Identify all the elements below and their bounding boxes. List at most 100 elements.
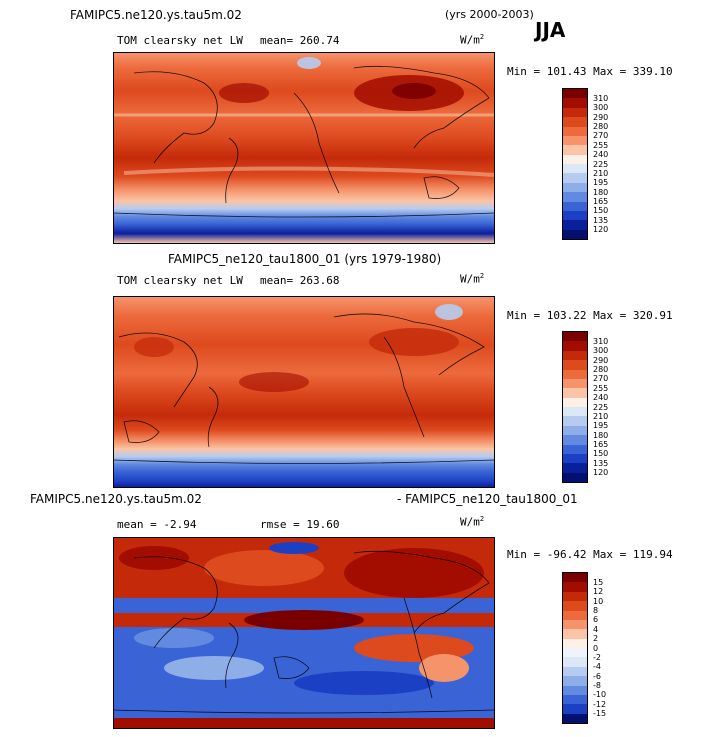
colorbar-level-label: 280 bbox=[593, 365, 609, 374]
panel3-rmse: rmse = 19.60 bbox=[260, 518, 340, 531]
panel1-map-svg bbox=[114, 53, 494, 243]
colorbar-level-label: -8 bbox=[593, 681, 601, 690]
colorbar-swatch bbox=[563, 210, 587, 221]
panel3-mean: mean = -2.94 bbox=[117, 518, 197, 531]
colorbar-swatch bbox=[563, 638, 587, 648]
colorbar-level-label: 210 bbox=[593, 168, 609, 178]
colorbar-level-label: 300 bbox=[593, 103, 609, 113]
colorbar-swatch bbox=[563, 416, 587, 426]
colorbar-level-label: -15 bbox=[593, 709, 607, 719]
colorbar-level-label: 225 bbox=[593, 159, 609, 169]
colorbar-swatch bbox=[563, 126, 587, 136]
colorbar-level-label: 15 bbox=[593, 577, 604, 587]
panel3-colorbar: 15 12 10 8 6 4 2 0 -2 -4 -6 -8 -10 -12 -15 bbox=[562, 572, 606, 724]
panel3-units: W/m2 bbox=[460, 515, 485, 529]
colorbar-level-label: 180 bbox=[593, 430, 609, 440]
panel1-mean: mean= 260.74 bbox=[260, 34, 340, 47]
colorbar-level-label: 300 bbox=[593, 346, 609, 356]
panel3-minmax: Min = -96.42 Max = 119.94 bbox=[507, 548, 673, 561]
colorbar-swatch bbox=[563, 601, 587, 611]
colorbar-level-label: 310 bbox=[593, 336, 609, 346]
colorbar-level-label: 120 bbox=[593, 468, 609, 478]
colorbar-swatch bbox=[563, 145, 587, 155]
panel2-map-svg bbox=[114, 297, 494, 487]
colorbar-swatch bbox=[563, 89, 587, 99]
panel3-map bbox=[113, 537, 495, 729]
panel1-minmax: Min = 101.43 Max = 339.10 bbox=[507, 65, 673, 78]
colorbar-swatch bbox=[563, 107, 587, 118]
colorbar-level-label: 270 bbox=[593, 374, 609, 384]
colorbar-level-label: -2 bbox=[593, 652, 601, 662]
panel2-units: W/m2 bbox=[460, 272, 485, 286]
colorbar-swatch bbox=[563, 619, 587, 630]
colorbar-swatch bbox=[563, 435, 587, 445]
panel1-units: W/m2 bbox=[460, 33, 485, 47]
colorbar-level-label: 12 bbox=[593, 587, 604, 597]
colorbar-swatch bbox=[563, 666, 587, 677]
colorbar-swatch bbox=[563, 713, 587, 723]
panel1-colorbar: 310 300 290 280 270 255 240 225 210 195 180 165 150 1… bbox=[562, 88, 608, 240]
colorbar-swatch bbox=[563, 657, 587, 667]
colorbar-level-label: -10 bbox=[593, 690, 607, 700]
colorbar-swatch bbox=[563, 182, 587, 193]
panel2-minmax: Min = 103.22 Max = 320.91 bbox=[507, 309, 673, 322]
colorbar-level-label: 10 bbox=[593, 596, 604, 606]
colorbar-swatch bbox=[563, 629, 587, 639]
panel1-field-label: TOM clearsky net LW bbox=[117, 34, 243, 47]
panel2-field-label: TOM clearsky net LW bbox=[117, 274, 243, 287]
colorbar-level-label: 180 bbox=[593, 187, 609, 197]
colorbar-swatch bbox=[563, 192, 587, 202]
colorbar-swatch bbox=[563, 453, 587, 464]
years-label: (yrs 2000-2003) bbox=[445, 8, 534, 21]
colorbar-swatch bbox=[563, 229, 587, 239]
colorbar-swatch bbox=[563, 610, 587, 620]
colorbar-swatch bbox=[563, 704, 587, 714]
colorbar-level-label: 135 bbox=[593, 458, 609, 468]
panel2-mean: mean= 263.68 bbox=[260, 274, 340, 287]
colorbar-level-label: 310 bbox=[593, 93, 609, 103]
panel2-colorbar: 310 300 290 280 270 255 240 225 210 195 180 165 150 1… bbox=[562, 331, 608, 483]
colorbar-swatch bbox=[563, 676, 587, 686]
colorbar-swatch bbox=[563, 98, 587, 108]
panel3-title-right: - FAMIPC5_ne120_tau1800_01 bbox=[397, 492, 578, 506]
colorbar-swatch bbox=[563, 425, 587, 436]
colorbar-level-label: 165 bbox=[593, 197, 609, 206]
colorbar-swatch bbox=[563, 220, 587, 230]
colorbar-level-label: 4 bbox=[593, 624, 599, 634]
colorbar-level-label: -6 bbox=[593, 671, 601, 681]
colorbar-swatch bbox=[563, 135, 587, 146]
colorbar-level-label: 280 bbox=[593, 122, 609, 131]
colorbar-level-label: 2 bbox=[593, 634, 599, 644]
colorbar-level-label: -12 bbox=[593, 699, 607, 709]
colorbar-swatch bbox=[563, 582, 587, 592]
colorbar-swatch bbox=[563, 388, 587, 398]
colorbar-swatch bbox=[563, 591, 587, 602]
colorbar-swatch bbox=[563, 648, 587, 658]
colorbar-swatch bbox=[563, 573, 587, 583]
colorbar-swatch bbox=[563, 444, 587, 454]
colorbar-level-label: 0 bbox=[593, 643, 599, 653]
season-label: JJA bbox=[535, 18, 566, 42]
colorbar-level-label: 255 bbox=[593, 383, 609, 393]
colorbar-swatch bbox=[563, 350, 587, 361]
colorbar-swatch bbox=[563, 154, 587, 164]
colorbar-swatch bbox=[563, 369, 587, 379]
colorbar-swatch bbox=[563, 694, 587, 705]
colorbar-level-label: 240 bbox=[593, 150, 609, 160]
panel3-title-left: FAMIPC5.ne120.ys.tau5m.02 bbox=[30, 492, 202, 506]
colorbar-swatch bbox=[563, 378, 587, 389]
colorbar-level-label: 6 bbox=[593, 615, 599, 625]
colorbar-swatch bbox=[563, 463, 587, 473]
colorbar-level-label: 8 bbox=[593, 606, 599, 615]
colorbar-swatch bbox=[563, 117, 587, 127]
colorbar-swatch bbox=[563, 332, 587, 342]
panel2-title: FAMIPC5_ne120_tau1800_01 (yrs 1979-1980) bbox=[168, 252, 442, 266]
colorbar-level-label: 270 bbox=[593, 131, 609, 141]
colorbar-level-label: 195 bbox=[593, 421, 609, 431]
colorbar-swatch bbox=[563, 164, 587, 174]
colorbar-level-label: 165 bbox=[593, 440, 609, 449]
panel2-map bbox=[113, 296, 495, 488]
colorbar-level-label: 290 bbox=[593, 355, 609, 365]
colorbar-swatch bbox=[563, 397, 587, 407]
colorbar-level-label: 135 bbox=[593, 215, 609, 225]
